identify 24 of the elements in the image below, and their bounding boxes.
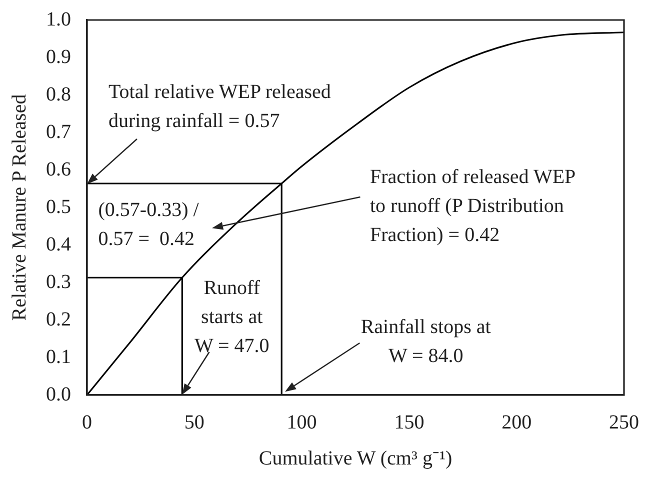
annotation: Total relative WEP released during rainfall = 0.57: [108, 80, 331, 134]
x-tick-label: 0: [82, 411, 92, 434]
y-tick-label: 0.4: [46, 233, 71, 256]
x-tick-label: 250: [609, 411, 639, 434]
x-axis-title: Cumulative W (cm³ g⁻¹): [258, 447, 452, 470]
y-tick-label: 0.3: [46, 270, 71, 293]
annotation: Runoff starts at W = 47.0: [194, 276, 270, 360]
y-tick-label: 0.5: [46, 196, 71, 218]
y-tick-label: 0.0: [46, 383, 71, 406]
x-tick-label: 50: [184, 411, 204, 434]
y-tick-label: 0.1: [46, 346, 71, 368]
annotation: (0.57-0.33) / 0.57 = 0.42: [98, 198, 199, 252]
y-tick-label: 0.2: [46, 308, 71, 330]
annotation: Rainfall stops at W = 84.0: [360, 314, 491, 368]
y-tick-label: 0.6: [46, 158, 71, 180]
y-tick-label: 0.8: [46, 83, 71, 106]
annotation: Fraction of released WEP to runoff (P Distribution Fraction) = 0.42: [370, 164, 576, 248]
x-tick-label: 100: [286, 411, 317, 434]
y-axis-title: Relative Manure P Released: [8, 94, 30, 321]
y-tick-label: 1.0: [46, 8, 71, 30]
x-tick-label: 150: [394, 411, 424, 434]
y-tick-label: 0.9: [46, 46, 71, 68]
x-tick-label: 200: [502, 411, 532, 434]
y-tick-label: 0.7: [46, 120, 71, 143]
